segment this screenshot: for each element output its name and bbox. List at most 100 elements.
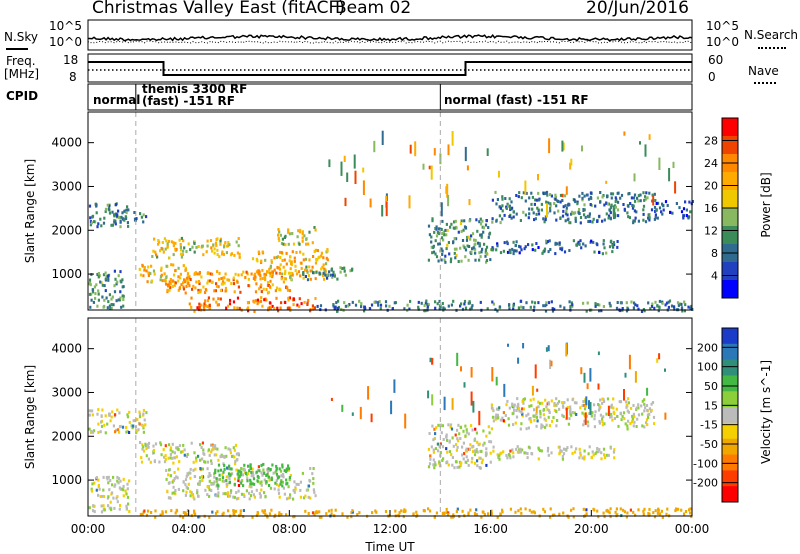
heatmap-cell	[564, 212, 568, 216]
heatmap-cell	[189, 248, 192, 252]
heatmap-cell	[515, 249, 518, 253]
heatmap-cell	[89, 305, 92, 309]
heatmap-cell	[193, 509, 196, 513]
heatmap-cell	[511, 404, 514, 408]
heatmap-cell	[535, 415, 538, 419]
heatmap-cell	[451, 398, 454, 410]
heatmap-cell	[563, 306, 566, 310]
heatmap-cell	[230, 467, 233, 471]
heatmap-cell	[548, 411, 551, 414]
heatmap-cell	[654, 199, 657, 202]
heatmap-cell	[213, 247, 216, 251]
heatmap-cell	[346, 172, 349, 182]
heatmap-cell	[496, 416, 499, 420]
heatmap-cell	[511, 247, 514, 251]
heatmap-cell	[463, 382, 466, 388]
heatmap-cell	[221, 479, 224, 483]
heatmap-cell	[569, 221, 572, 225]
heatmap-cell	[512, 215, 515, 219]
freq-panel-frame	[87, 53, 693, 83]
heatmap-cell	[277, 236, 280, 240]
heatmap-cell	[605, 180, 608, 184]
heatmap-cell	[122, 304, 125, 308]
colorbar-swatch	[722, 343, 738, 361]
heatmap-cell	[316, 304, 319, 308]
heatmap-cell	[546, 408, 549, 412]
heatmap-cell	[90, 292, 93, 296]
heatmap-cell	[266, 270, 269, 274]
heatmap-cell	[687, 305, 690, 309]
heatmap-cell	[594, 452, 597, 456]
heatmap-cell	[190, 305, 193, 309]
heatmap-cell	[116, 500, 119, 504]
heatmap-cell	[496, 244, 499, 248]
heatmap-cell	[450, 453, 453, 457]
heatmap-cell	[469, 508, 472, 512]
heatmap-cell	[221, 473, 224, 477]
heatmap-cell	[115, 428, 118, 432]
heatmap-cell	[211, 249, 214, 253]
heatmap-cell	[269, 274, 272, 278]
heatmap-cell	[257, 468, 260, 472]
heatmap-cell	[684, 303, 687, 307]
heatmap-cell	[533, 202, 536, 206]
heatmap-cell	[217, 297, 220, 301]
freq-label-line1: Freq.	[6, 54, 36, 68]
heatmap-cell	[552, 416, 555, 420]
heatmap-cell	[610, 403, 613, 407]
heatmap-cell	[88, 409, 91, 413]
heatmap-cell	[607, 405, 610, 416]
heatmap-cell	[369, 307, 372, 311]
heatmap-cell	[612, 397, 615, 401]
heatmap-cell	[521, 448, 524, 452]
time-axis: 00:00 04:00 08:00 12:00 16:00 20:00 00:00	[71, 510, 709, 536]
heatmap-cell	[222, 511, 225, 515]
heatmap-cell	[251, 471, 255, 475]
heatmap-cell	[229, 491, 232, 495]
heatmap-cell	[492, 449, 495, 453]
heatmap-cell	[354, 303, 358, 307]
heatmap-cell	[603, 453, 606, 457]
heatmap-cell	[122, 294, 125, 298]
heatmap-cell	[501, 510, 504, 514]
heatmap-cell	[293, 256, 296, 260]
heatmap-cell	[548, 239, 551, 243]
heatmap-cell	[508, 303, 511, 307]
heatmap-cell	[653, 422, 656, 426]
heatmap-cell	[514, 244, 517, 248]
heatmap-cell	[601, 401, 604, 405]
heatmap-cell	[173, 456, 176, 460]
heatmap-cell	[350, 511, 353, 515]
heatmap-cell	[104, 277, 107, 281]
heatmap-cell	[318, 515, 321, 519]
heatmap-cell	[555, 424, 558, 428]
heatmap-cell	[428, 165, 431, 170]
heatmap-cell	[625, 405, 628, 409]
heatmap-cell	[322, 271, 325, 275]
heatmap-cell	[186, 509, 190, 513]
heatmap-cell	[545, 347, 548, 352]
heatmap-cell	[637, 406, 640, 410]
heatmap-cell	[142, 430, 145, 434]
heatmap-cell	[271, 270, 274, 274]
heatmap-cell	[128, 410, 131, 414]
heatmap-cell	[169, 286, 172, 290]
heatmap-cell	[107, 300, 110, 304]
heatmap-cell	[636, 417, 639, 421]
heatmap-cell	[582, 400, 585, 403]
heatmap-cell	[557, 200, 560, 203]
heatmap-cell	[309, 277, 312, 281]
heatmap-cell	[543, 510, 546, 514]
heatmap-cell	[485, 463, 488, 467]
heatmap-cell	[525, 191, 528, 195]
heatmap-cell	[398, 511, 401, 515]
heatmap-cell	[212, 297, 215, 301]
heatmap-cell	[688, 200, 691, 204]
heatmap-cell	[150, 511, 153, 514]
heatmap-cell	[295, 272, 299, 276]
heatmap-cell	[260, 471, 263, 475]
heatmap-cell	[208, 453, 211, 457]
heatmap-cell	[299, 274, 302, 278]
heatmap-cell	[613, 448, 616, 452]
heatmap-cell	[90, 429, 93, 433]
